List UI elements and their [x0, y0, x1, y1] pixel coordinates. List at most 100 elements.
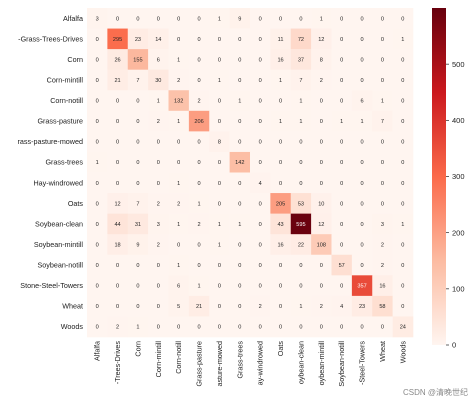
- cell-value-label: 0: [299, 284, 302, 290]
- cell-value-label: 0: [299, 140, 302, 146]
- heatmap-cell: [250, 295, 271, 317]
- heatmap-cell: [188, 172, 210, 194]
- x-tick-label: Corn-notill: [174, 341, 183, 374]
- heatmap-cell: [107, 316, 129, 338]
- heatmap-cell: [250, 69, 271, 91]
- cell-value-label: 2: [157, 242, 160, 248]
- cell-value-label: 1: [238, 99, 241, 105]
- heatmap-cell: [127, 213, 149, 235]
- cell-value-label: 0: [279, 160, 282, 166]
- cell-value-label: 0: [259, 160, 262, 166]
- heatmap-cell: [290, 90, 312, 112]
- heatmap-cell: [270, 172, 292, 194]
- heatmap-cell: [168, 193, 190, 214]
- cell-value-label: 1: [361, 119, 364, 125]
- heatmap-cell: [311, 172, 332, 194]
- heatmap-cell: [331, 151, 353, 173]
- heatmap-cell: [188, 193, 210, 214]
- heatmap-cell: [107, 275, 129, 297]
- cell-value-label: 0: [279, 140, 282, 146]
- y-tick-label: rass-pasture-mowed: [17, 137, 83, 146]
- cell-value-label: 2: [320, 304, 323, 310]
- cell-value-label: 30: [155, 78, 161, 84]
- heatmap-cell: [270, 193, 292, 214]
- cell-value-label: 0: [96, 181, 99, 187]
- cell-value-label: 0: [238, 57, 241, 63]
- x-tick-label: Alfalfa: [93, 341, 102, 361]
- heatmap-cell: [87, 28, 108, 50]
- cell-value-label: 0: [259, 57, 262, 63]
- heatmap-cell: [229, 131, 251, 153]
- heatmap-cell: [392, 151, 414, 173]
- cell-value-label: 0: [198, 37, 201, 43]
- heatmap-cell: [351, 254, 373, 276]
- heatmap-cell: [311, 110, 332, 132]
- heatmap-cell: [372, 110, 393, 132]
- cell-value-label: 0: [299, 263, 302, 269]
- heatmap-cell: [168, 49, 190, 70]
- heatmap-cell: [331, 275, 353, 297]
- cell-value-label: 0: [401, 263, 404, 269]
- cell-value-label: 0: [136, 284, 139, 290]
- cell-value-label: 0: [259, 242, 262, 248]
- heatmap-cell: [127, 275, 149, 297]
- heatmap-cell: [229, 254, 251, 276]
- cell-value-label: 0: [320, 99, 323, 105]
- heatmap-cell: [392, 254, 414, 276]
- cell-value-label: 72: [298, 37, 304, 43]
- y-tick-label: Hay-windrowed: [33, 178, 83, 187]
- heatmap-cell: [107, 49, 129, 70]
- heatmap-cell: [168, 28, 190, 50]
- heatmap-cell: [188, 110, 210, 132]
- heatmap-cell: [148, 295, 169, 317]
- cell-value-label: 0: [320, 181, 323, 187]
- heatmap-cell: [311, 193, 332, 214]
- heatmap-cell: [372, 234, 393, 256]
- cell-value-label: 0: [136, 263, 139, 269]
- heatmap-cell: [331, 234, 353, 256]
- cell-value-label: 21: [196, 304, 202, 310]
- cell-value-label: 0: [96, 201, 99, 207]
- cell-value-label: 0: [96, 304, 99, 310]
- heatmap-cell: [168, 151, 190, 173]
- heatmap-cell: [229, 234, 251, 256]
- heatmap-cell: [351, 295, 373, 317]
- cell-value-label: 1: [279, 119, 282, 125]
- x-tick-labels: Alfalfa -Trees-Drives Corn Corn-mintill Corn…: [93, 341, 408, 387]
- cell-value-label: 0: [238, 263, 241, 269]
- heatmap-cell: [127, 316, 149, 338]
- cell-value-label: 0: [320, 325, 323, 331]
- heatmap-cell: [351, 193, 373, 214]
- cell-value-label: 1: [238, 222, 241, 228]
- cell-value-label: 142: [235, 160, 244, 166]
- cell-value-label: 2: [198, 99, 201, 105]
- heatmap-cell: [148, 254, 169, 276]
- cell-value-label: 0: [218, 160, 221, 166]
- heatmap-cell: [311, 234, 332, 256]
- heatmap-cell: [351, 151, 373, 173]
- colorbar: [432, 8, 446, 345]
- cell-value-label: 7: [299, 78, 302, 84]
- heatmap-cell: [168, 316, 190, 338]
- heatmap-cell: [148, 172, 169, 194]
- heatmap-cell: [290, 295, 312, 317]
- cell-value-label: 1: [299, 99, 302, 105]
- heatmap-cell: [188, 131, 210, 153]
- heatmap-cell: [331, 295, 353, 317]
- cell-value-label: 4: [340, 304, 343, 310]
- cell-value-label: 0: [116, 304, 119, 310]
- heatmap-cell: [351, 213, 373, 235]
- heatmap-cell: [372, 316, 393, 338]
- cell-value-label: 2: [177, 201, 180, 207]
- cell-value-label: 1: [299, 304, 302, 310]
- x-tick-label: Corn: [133, 341, 142, 357]
- cell-value-label: 0: [279, 99, 282, 105]
- cell-value-label: 0: [340, 140, 343, 146]
- heatmap-cell: [311, 28, 332, 50]
- heatmap-cell: [351, 110, 373, 132]
- x-tick-label: Wheat: [378, 341, 387, 362]
- cell-value-label: 1: [279, 78, 282, 84]
- heatmap-cell: [188, 151, 210, 173]
- cell-value-label: 4: [259, 181, 262, 187]
- cell-value-label: 0: [157, 181, 160, 187]
